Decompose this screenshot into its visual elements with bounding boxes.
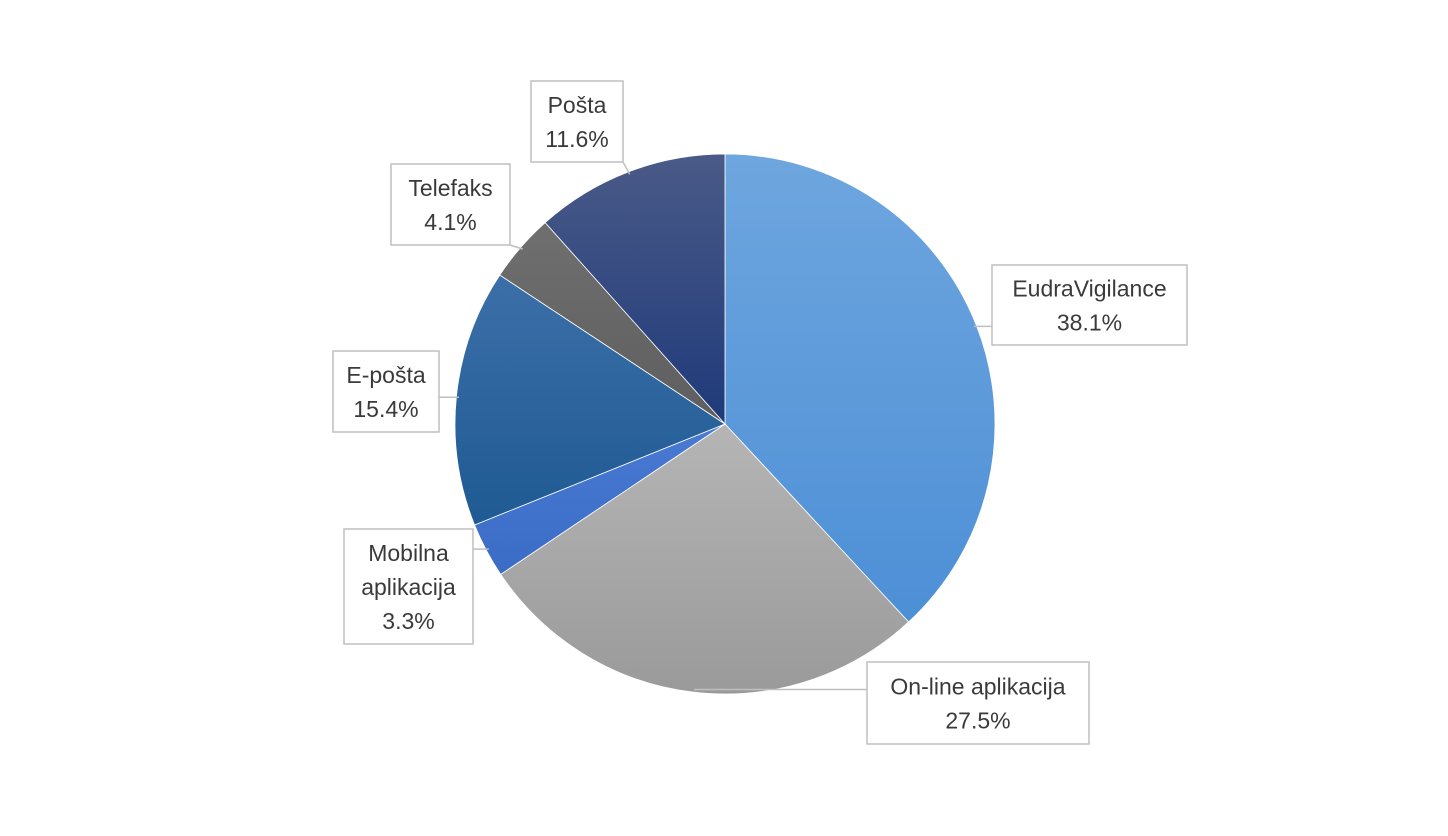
- pie-slice-on-line-aplikacija: [500, 423, 910, 695]
- data-label-value: 15.4%: [353, 396, 418, 422]
- data-label: Pošta 11.6%: [530, 80, 624, 163]
- data-label-value: 11.6%: [545, 126, 609, 152]
- data-label-category: Mobilna: [368, 540, 449, 566]
- pie-slices: [454, 153, 996, 695]
- data-label-box: [530, 80, 624, 163]
- data-label-value: 38.1%: [1057, 310, 1122, 336]
- data-label: E-pošta 15.4%: [332, 350, 440, 433]
- data-label-category: Telefaks: [408, 175, 492, 201]
- data-label-box: [343, 528, 474, 645]
- leader-lines: [439, 161, 992, 691]
- data-label-category: EudraVigilance: [1012, 276, 1166, 302]
- data-label-box: [991, 264, 1188, 346]
- data-label-category: E-pošta: [346, 362, 425, 388]
- data-label-box: [390, 163, 511, 246]
- data-label-category: aplikacija: [361, 574, 456, 600]
- data-label: EudraVigilance 38.1%: [991, 264, 1188, 346]
- data-label-value: 4.1%: [424, 209, 476, 235]
- data-label: On-line aplikacija 27.5%: [866, 661, 1090, 745]
- data-label: Telefaks 4.1%: [390, 163, 511, 246]
- data-label-value: 27.5%: [945, 708, 1010, 734]
- data-label-category: On-line aplikacija: [890, 674, 1065, 700]
- data-label-value: 3.3%: [382, 608, 434, 634]
- leader-line: [509, 244, 524, 250]
- data-labels: EudraVigilance 38.1% On-line aplikacija 27.…: [332, 80, 1188, 745]
- data-label-box: [332, 350, 440, 433]
- data-label-category: Pošta: [548, 92, 607, 118]
- leader-line: [622, 161, 631, 175]
- pie-slice-eudravigilance: [724, 153, 996, 623]
- data-label: Mobilna aplikacija 3.3%: [343, 528, 474, 645]
- data-label-box: [866, 661, 1090, 745]
